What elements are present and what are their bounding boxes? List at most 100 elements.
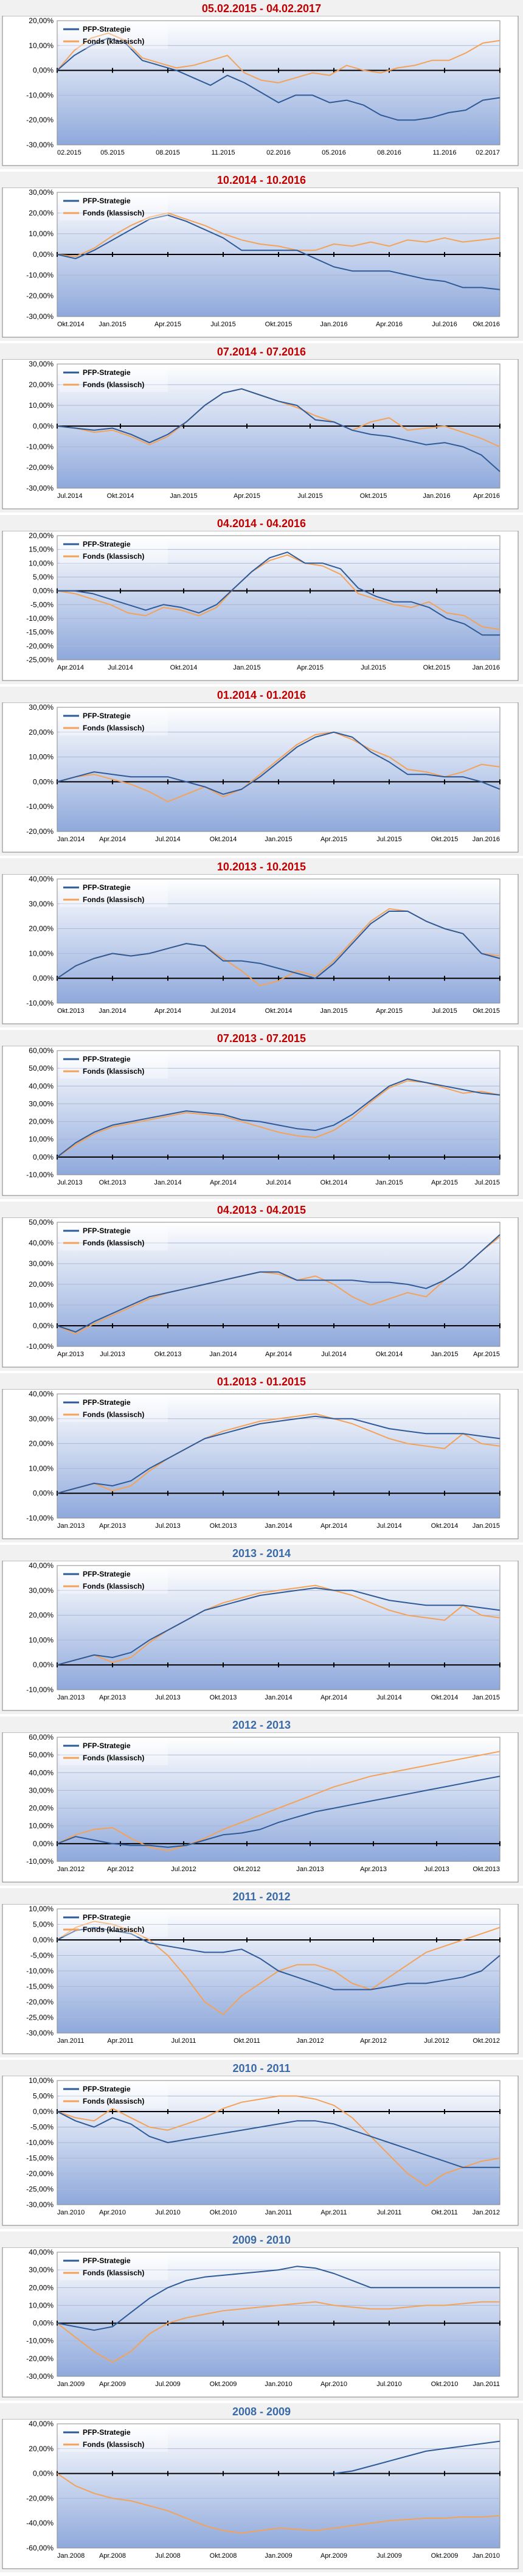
legend-box [60, 365, 168, 392]
x-tick-label: Jan.2015 [99, 321, 126, 328]
y-tick-label: -60,00% [26, 2544, 54, 2552]
line-chart: 40,00%20,00%0,00%-20,00%-40,00%-60,00%Ja… [2, 2419, 519, 2569]
y-tick-label: -10,00% [26, 1967, 54, 1975]
y-tick-label: 20,00% [29, 1440, 54, 1448]
line-chart: 10,00% 5,00% 0,00% -5,00% -10,00% -15,00% -20,… [2, 1904, 519, 2054]
x-tick-label: Okt.2014 [431, 1522, 459, 1530]
y-tick-label: -30,00% [26, 141, 54, 149]
y-tick-label: 10,00% [29, 949, 54, 957]
y-tick-label: -10,00% [26, 2337, 54, 2345]
x-tick-label: Apr.2015 [320, 836, 347, 843]
x-tick-label: Okt.2013 [57, 1007, 85, 1015]
x-tick-label: Apr.2014 [99, 836, 126, 843]
y-tick-label: -20,00% [26, 2354, 54, 2363]
y-tick-label: 20,00% [29, 531, 54, 540]
x-tick-label: Apr.2015 [431, 1179, 458, 1186]
x-tick-label: Jan.2016 [473, 664, 500, 671]
x-tick-label: Jul.2015 [432, 1007, 457, 1015]
chart-title: 07.2014 - 07.2016 [216, 346, 307, 358]
y-tick-label: 10,00% [29, 1636, 54, 1644]
legend: PFP-Strategie Fonds (klassisch) [60, 1395, 168, 1422]
legend-label-strategy: PFP-Strategie [83, 2256, 131, 2265]
x-tick-label: Apr.2015 [297, 664, 324, 671]
x-tick-label: Jan.2013 [57, 1522, 85, 1530]
y-tick-label: 10,00% [29, 41, 54, 50]
y-tick-label: -15,00% [26, 1983, 54, 1991]
x-tick-label: Okt.2011 [431, 2209, 458, 2216]
y-tick-label: 30,00% [29, 1786, 54, 1794]
y-tick-label: 30,00% [29, 188, 54, 197]
x-tick-label: Jul.2013 [424, 1866, 449, 1873]
y-tick-label: 40,00% [29, 1561, 54, 1570]
x-tick-label: Jul.2015 [474, 1179, 500, 1186]
series-line-strategy [57, 1415, 500, 1494]
y-tick-label: 20,00% [29, 380, 54, 389]
series-line-fund [57, 1584, 500, 1666]
series-line-strategy [57, 214, 500, 290]
x-tick-label: 11.2015 [212, 149, 235, 156]
series-line-strategy [57, 1078, 500, 1158]
x-tick-label: Jan.2012 [473, 2209, 500, 2216]
legend-box [60, 1910, 168, 1937]
legend: PFP-Strategie Fonds (klassisch) [60, 22, 168, 49]
x-tick-label: Apr.2014 [320, 1522, 347, 1530]
x-tick-label: Jan.2015 [431, 1351, 458, 1358]
line-chart: 20,00% 15,00% 10,00% 5,00% 0,00% -5,00% -10,00… [2, 531, 519, 681]
x-tick-label: Jan.2014 [209, 1351, 237, 1358]
chart-panel: 2008 - 2009 40,00% 20,00% 0,00% -20,00% -40,0… [0, 2403, 523, 2572]
x-tick-label: Okt.2011 [234, 2037, 260, 2045]
chart-title: 2009 - 2010 [232, 2234, 291, 2246]
legend: PFP-Strategie Fonds (klassisch) [60, 1223, 168, 1250]
y-tick-label: -5,00% [30, 1951, 54, 1960]
x-tick-label: Jan.2014 [265, 1522, 292, 1530]
x-tick-label: Okt.2013 [99, 1179, 126, 1186]
legend: PFP-Strategie Fonds (klassisch) [60, 1910, 168, 1937]
y-tick-label: 50,00% [29, 1064, 54, 1073]
y-tick-label: 5,00% [33, 573, 54, 581]
x-tick-label: Jan.2014 [57, 836, 85, 843]
x-tick-label: Jan.2012 [296, 2037, 324, 2045]
y-tick-label: -10,00% [26, 1685, 54, 1694]
x-tick-label: Jan.2008 [57, 2552, 85, 2560]
y-tick-label: -20,00% [26, 2494, 54, 2502]
series-line-strategy [333, 2440, 500, 2474]
x-tick-label: Jul.2014 [321, 1351, 347, 1358]
chart-panel: 10.2014 - 10.2016 30,00% 20,00% 10,00% 0,00%… [0, 172, 523, 341]
legend-label-fund: Fonds (klassisch) [83, 1582, 144, 1591]
x-tick-label: Apr.2016 [376, 321, 403, 328]
x-tick-label: Jan.2015 [473, 1694, 500, 1701]
legend-box [60, 537, 168, 564]
chart-panel: 2011 - 2012 10,00% 5,00% 0,00% -5,00% -10,00%… [0, 1888, 523, 2057]
line-chart: 40,00%30,00%20,00%10,00%0,00%-10,00%Okt.… [2, 874, 519, 1024]
legend-label-fund: Fonds (klassisch) [83, 724, 144, 732]
y-tick-label: 0,00% [33, 777, 54, 786]
legend-box [60, 1395, 168, 1422]
x-tick-label: Okt.2009 [431, 2552, 459, 2560]
y-tick-label: -10,00% [26, 1857, 54, 1866]
y-tick-label: 60,00% [29, 1733, 54, 1741]
series-line-fund [57, 212, 500, 257]
plot-area [57, 1393, 500, 1519]
x-tick-label: Jul.2013 [100, 1351, 125, 1358]
line-chart: 30,00% 20,00% 10,00% 0,00% -10,00% -20,00% -30… [2, 359, 519, 509]
legend-box [60, 2425, 168, 2452]
x-tick-label: Jan.2015 [233, 664, 260, 671]
series-line-strategy [57, 2111, 500, 2168]
x-tick-label: Jan.2011 [265, 2209, 292, 2216]
series-line-strategy [57, 1587, 500, 1666]
y-tick-label: 0,00% [33, 587, 54, 595]
chart-panel: 05.02.2015 - 04.02.2017 20,00% 10,00% 0,00%… [0, 0, 523, 169]
y-tick-label: 30,00% [29, 1259, 54, 1268]
x-tick-label: 08.2015 [156, 149, 180, 156]
chart-title: 05.02.2015 - 04.02.2017 [201, 2, 322, 15]
legend-label-strategy: PFP-Strategie [83, 1741, 131, 1750]
y-tick-label: 20,00% [29, 2445, 54, 2453]
y-tick-label: -25,00% [26, 2014, 54, 2022]
series-line-strategy [57, 37, 500, 121]
x-tick-label: Jul.2014 [155, 836, 181, 843]
x-tick-label: Jan.2016 [473, 836, 500, 843]
legend-label-strategy: PFP-Strategie [83, 540, 131, 548]
series-line-fund [57, 2473, 500, 2534]
legend-label-fund: Fonds (klassisch) [83, 552, 144, 561]
x-tick-label: Jul.2012 [171, 1866, 196, 1873]
